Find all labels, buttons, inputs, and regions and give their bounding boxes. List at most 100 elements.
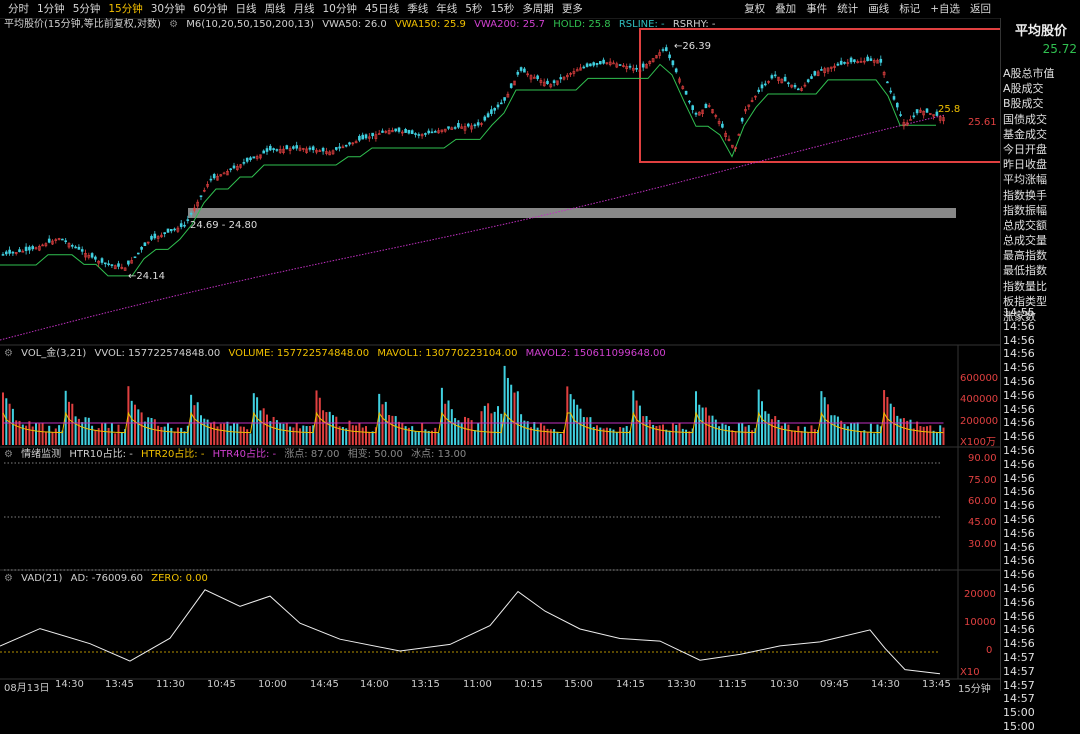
time-label: 13:45 <box>922 679 951 690</box>
vad-line <box>0 589 941 675</box>
tool-button[interactable]: 返回 <box>970 3 991 15</box>
panel-time: 14:56 <box>1003 609 1035 623</box>
tool-buttons: 复权 叠加 事件 统计 画线 标记 +自选 返回 <box>739 0 996 18</box>
vad-header: ⚙ VAD(21) AD: -76009.60 ZERO: 0.00 <box>4 572 213 586</box>
time-label: 10:00 <box>258 679 287 690</box>
vad-name: VAD(21) <box>21 573 63 584</box>
settings-icon[interactable]: ⚙ <box>169 19 179 30</box>
tool-button[interactable]: 统计 <box>837 3 859 15</box>
tool-button[interactable]: 复权 <box>744 3 766 15</box>
time-label: 14:45 <box>310 679 339 690</box>
time-label: 13:15 <box>411 679 440 690</box>
time-label: 13:30 <box>667 679 696 690</box>
period-tab[interactable]: 多周期 <box>522 3 554 15</box>
rsrhy-label: RSRHY: - <box>672 19 716 30</box>
ad-label: AD: -76009.60 <box>70 573 144 584</box>
time-label: 09:45 <box>820 679 849 690</box>
htr-name: 情绪监测 <box>21 449 62 460</box>
tool-button[interactable]: +自选 <box>930 3 960 15</box>
info-panel: 平均股价 25.72 A股总市值 A股成交 B股成交 国债成交 基金成交 今日开盘 昨日收盘… <box>1000 18 1080 733</box>
up-label: 涨点: 87.00 <box>284 449 340 460</box>
period-tab[interactable]: 15秒 <box>490 3 515 15</box>
time-label: 14:00 <box>360 679 389 690</box>
time-label: 10:45 <box>207 679 236 690</box>
vad-axis-3: 0 <box>986 645 993 656</box>
panel-fields: A股总市值 A股成交 B股成交 国债成交 基金成交 今日开盘 昨日收盘 平均涨幅 指数换手 指数振… <box>1001 66 1080 324</box>
period-tab[interactable]: 60分钟 <box>193 3 228 15</box>
tool-button[interactable]: 标记 <box>899 3 921 15</box>
panel-time: 14:57 <box>1003 692 1035 706</box>
period-tab[interactable]: 45日线 <box>364 3 400 15</box>
panel-time: 14:56 <box>1003 623 1035 637</box>
vol-axis-3: 200000 <box>960 416 999 427</box>
vol-axis-2: 400000 <box>960 394 999 405</box>
candlestick-layer <box>0 28 1000 341</box>
vad-settings-icon[interactable]: ⚙ <box>4 573 13 584</box>
panel-time: 14:57 <box>1003 678 1035 692</box>
down-label: 冰点: 13.00 <box>411 449 467 460</box>
period-tab[interactable]: 日线 <box>235 3 257 15</box>
volume-layer <box>2 365 945 445</box>
high-label: ←26.39 <box>674 41 712 52</box>
low-label: ←24.14 <box>128 271 166 282</box>
vol-unit: X100万 <box>960 437 996 448</box>
panel-field: 指数换手 <box>1003 188 1047 202</box>
mavol2-label: MAVOL2: 150611099648.00 <box>525 348 666 359</box>
period-tab[interactable]: 5分钟 <box>72 3 101 15</box>
vol-axis-1: 600000 <box>960 373 999 384</box>
vwa200-line <box>0 114 946 341</box>
tool-button[interactable]: 事件 <box>806 3 828 15</box>
vwa200-label: VWA200: 25.7 <box>474 19 545 30</box>
tool-button[interactable]: 画线 <box>868 3 890 15</box>
period-tab[interactable]: 10分钟 <box>322 3 357 15</box>
period-tab[interactable]: 分时 <box>8 3 29 15</box>
period-tab[interactable]: 30分钟 <box>150 3 186 15</box>
mid-label: 相变: 50.00 <box>347 449 403 460</box>
period-tab[interactable]: 年线 <box>436 3 458 15</box>
vad-axis-1: 20000 <box>964 589 996 600</box>
period-tab[interactable]: 周线 <box>264 3 286 15</box>
gap-range-label: 24.69 - 24.80 <box>190 220 258 231</box>
time-label: 10:30 <box>770 679 799 690</box>
panel-field: A股成交 <box>1003 82 1044 96</box>
time-label: 11:15 <box>718 679 747 690</box>
chart-area[interactable] <box>0 0 1000 691</box>
htr40-label: HTR40占比: - <box>212 449 277 460</box>
period-tab[interactable]: 更多 <box>561 3 583 15</box>
panel-price: 25.72 <box>1042 42 1077 56</box>
panel-title: 平均股价 <box>1014 24 1067 39</box>
panel-field: 涨家数 <box>1003 310 1036 323</box>
panel-field: 国债成交 <box>1003 112 1047 126</box>
panel-time: 14:56 <box>1003 581 1035 595</box>
period-tab[interactable]: 15分钟 <box>108 3 143 15</box>
time-label: 14:30 <box>871 679 900 690</box>
period-tab[interactable]: 月线 <box>293 3 315 15</box>
time-label: 11:30 <box>156 679 185 690</box>
htr-settings-icon[interactable]: ⚙ <box>4 449 13 460</box>
panel-time: 14:56 <box>1003 471 1035 485</box>
panel-time: 14:56 <box>1003 347 1035 361</box>
htr-axis-4: 45.00 <box>968 517 997 528</box>
hold-line <box>0 63 936 277</box>
panel-time: 14:56 <box>1003 333 1035 347</box>
vwa150-label: VWA150: 25.9 <box>394 19 466 30</box>
gap-band <box>188 208 956 218</box>
panel-time: 14:56 <box>1003 388 1035 402</box>
period-tab[interactable]: 1分钟 <box>37 3 65 15</box>
panel-time: 14:56 <box>1003 402 1035 416</box>
panel-times: 14:55 14:56 14:56 14:56 14:56 14:56 14:56 14:56… <box>1001 306 1080 734</box>
panel-time: 14:56 <box>1003 540 1035 554</box>
period-tab[interactable]: 5秒 <box>465 3 483 15</box>
vad-axis-2: 10000 <box>964 617 996 628</box>
panel-time: 14:57 <box>1003 650 1035 664</box>
vol-settings-icon[interactable]: ⚙ <box>4 348 13 359</box>
period-tab[interactable]: 季线 <box>407 3 429 15</box>
panel-time: 15:00 <box>1003 719 1035 733</box>
panel-field: A股总市值 <box>1003 67 1055 80</box>
vol-header: ⚙ VOL_金(3,21) VVOL: 157722574848.00 VOLU… <box>4 347 671 361</box>
tool-button[interactable]: 叠加 <box>775 3 797 15</box>
chart-name: 平均股价(15分钟,等比前复权,对数) <box>4 19 161 30</box>
htr-axis-2: 75.00 <box>968 475 997 486</box>
time-label: 14:15 <box>616 679 645 690</box>
highlight-box <box>639 28 1000 163</box>
